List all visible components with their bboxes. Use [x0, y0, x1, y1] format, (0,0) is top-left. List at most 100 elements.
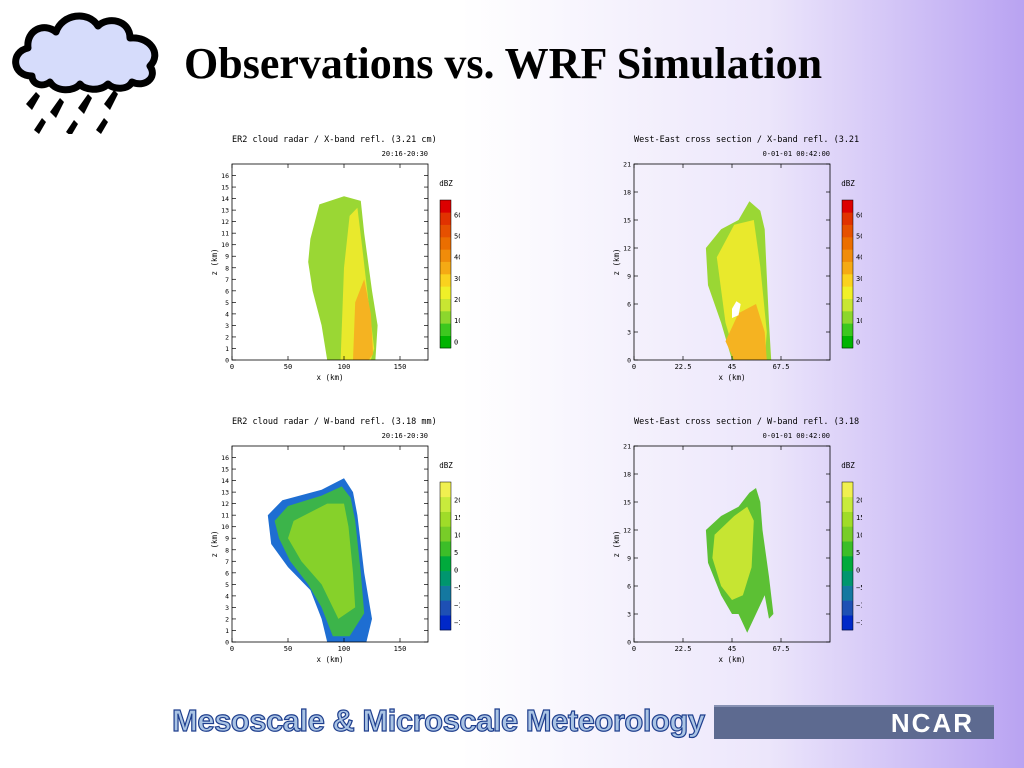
- colorbar-tick-label: −15: [856, 619, 862, 627]
- y-tick-label: 15: [623, 499, 631, 507]
- x-tick-label: 0: [230, 363, 234, 371]
- colorbar-segment: [440, 200, 451, 213]
- w-band-simulation-plot: West-East cross section / W-band refl. (…: [612, 410, 862, 680]
- colorbar-tick-label: −10: [454, 602, 460, 610]
- colorbar-tick-label: 60: [856, 211, 862, 219]
- reflectivity-core: [725, 304, 767, 360]
- y-tick-label: 2: [225, 615, 229, 623]
- y-tick-label: 5: [225, 299, 229, 307]
- chart-subtitle: 20:16-20:30: [382, 432, 428, 440]
- colorbar-segment: [440, 212, 451, 225]
- x-tick-label: 50: [284, 645, 292, 653]
- colorbar-segment: [440, 237, 451, 250]
- y-axis-label: z (km): [612, 530, 621, 557]
- x-tick-label: 100: [338, 363, 351, 371]
- colorbar-frame: [841, 481, 854, 631]
- y-tick-label: 12: [221, 218, 229, 226]
- x-tick-label: 45: [728, 363, 736, 371]
- colorbar-tick-label: 40: [856, 254, 862, 262]
- colorbar-segment: [842, 237, 853, 250]
- colorbar-segment: [440, 585, 451, 601]
- colorbar-segment: [842, 570, 853, 586]
- colorbar-tick-label: 0: [856, 566, 860, 574]
- colorbar-tick-label: 50: [454, 232, 460, 240]
- y-tick-label: 9: [627, 555, 631, 563]
- chart-svg: ER2 cloud radar / X-band refl. (3.21 cm)…: [210, 135, 460, 382]
- y-tick-label: 0: [627, 639, 631, 647]
- chart-svg: West-East cross section / X-band refl. (…: [612, 135, 862, 382]
- colorbar-segment: [440, 323, 451, 336]
- colorbar-segment: [440, 224, 451, 238]
- x-tick-label: 67.5: [773, 645, 790, 653]
- y-tick-label: 7: [225, 558, 229, 566]
- colorbar-segment: [842, 482, 853, 498]
- colorbar-frame: [841, 199, 854, 349]
- chart-title: ER2 cloud radar / W-band refl. (3.18 mm): [232, 417, 437, 427]
- x-tick-label: 0: [230, 645, 234, 653]
- colorbar-tick-label: 5: [454, 549, 458, 557]
- x-tick-label: 22.5: [675, 645, 692, 653]
- colorbar-segment: [842, 261, 853, 275]
- colorbar-segment: [842, 274, 853, 287]
- x-tick-label: 22.5: [675, 363, 692, 371]
- colorbar-segment: [440, 274, 451, 287]
- y-tick-label: 4: [225, 592, 229, 600]
- colorbar-tick-label: 15: [856, 514, 862, 522]
- x-band-simulation-plot: West-East cross section / X-band refl. (…: [612, 128, 862, 398]
- colorbar-tick-label: 0: [454, 566, 458, 574]
- colorbar-segment: [842, 286, 853, 299]
- x-tick-label: 50: [284, 363, 292, 371]
- colorbar-segment: [842, 511, 853, 527]
- y-tick-label: 6: [225, 569, 229, 577]
- colorbar-frame: [439, 481, 452, 631]
- colorbar-segment: [440, 541, 451, 557]
- y-tick-label: 10: [221, 241, 229, 249]
- y-axis-label: z (km): [210, 248, 219, 275]
- y-tick-label: 1: [225, 345, 229, 353]
- x-axis-label: x (km): [718, 373, 745, 382]
- slide-title: Observations vs. WRF Simulation: [184, 39, 823, 88]
- division-name: Mesoscale & Microscale Meteorology Divis…: [171, 702, 830, 738]
- colorbar-segment: [440, 335, 451, 349]
- x-tick-label: 150: [394, 645, 407, 653]
- chart-title: ER2 cloud radar / X-band refl. (3.21 cm): [232, 135, 437, 145]
- y-tick-label: 16: [221, 454, 229, 462]
- colorbar-segment: [842, 526, 853, 542]
- colorbar-label: dBZ: [439, 179, 453, 188]
- y-tick-label: 7: [225, 276, 229, 284]
- reflectivity-core: [712, 506, 754, 600]
- y-tick-label: 8: [225, 264, 229, 272]
- chart-subtitle: 20:16-20:30: [382, 150, 428, 158]
- colorbar-tick-label: 40: [454, 254, 460, 262]
- colorbar-tick-label: 0: [856, 338, 860, 346]
- ncar-label: NCAR: [890, 708, 974, 738]
- colorbar-tick-label: 15: [454, 514, 460, 522]
- colorbar-tick-label: 20: [856, 496, 862, 504]
- colorbar-tick-label: 20: [454, 496, 460, 504]
- y-tick-label: 3: [627, 611, 631, 619]
- y-tick-label: 18: [623, 189, 631, 197]
- y-tick-label: 11: [221, 230, 229, 238]
- y-tick-label: 6: [225, 287, 229, 295]
- colorbar-tick-label: 30: [856, 275, 862, 283]
- colorbar-tick-label: 0: [454, 338, 458, 346]
- colorbar-tick-label: 10: [454, 531, 460, 539]
- colorbar-segment: [842, 615, 853, 631]
- colorbar-tick-label: 10: [454, 317, 460, 325]
- chart-svg: West-East cross section / W-band refl. (…: [612, 417, 862, 664]
- x-axis-label: x (km): [718, 655, 745, 664]
- colorbar-tick-label: −10: [856, 602, 862, 610]
- colorbar-segment: [842, 335, 853, 349]
- y-tick-label: 3: [225, 604, 229, 612]
- y-tick-label: 21: [623, 443, 631, 451]
- chart-subtitle: 0-01-01 00:42:00: [763, 150, 830, 158]
- y-tick-label: 15: [623, 217, 631, 225]
- chart-svg: ER2 cloud radar / W-band refl. (3.18 mm)…: [210, 417, 460, 664]
- y-tick-label: 0: [225, 357, 229, 365]
- reflectivity-gap: [732, 301, 741, 318]
- colorbar-segment: [842, 323, 853, 336]
- ncar-logo: NCAR: [714, 705, 994, 739]
- colorbar-segment: [440, 311, 451, 324]
- y-tick-label: 13: [221, 207, 229, 215]
- y-axis-label: z (km): [612, 248, 621, 275]
